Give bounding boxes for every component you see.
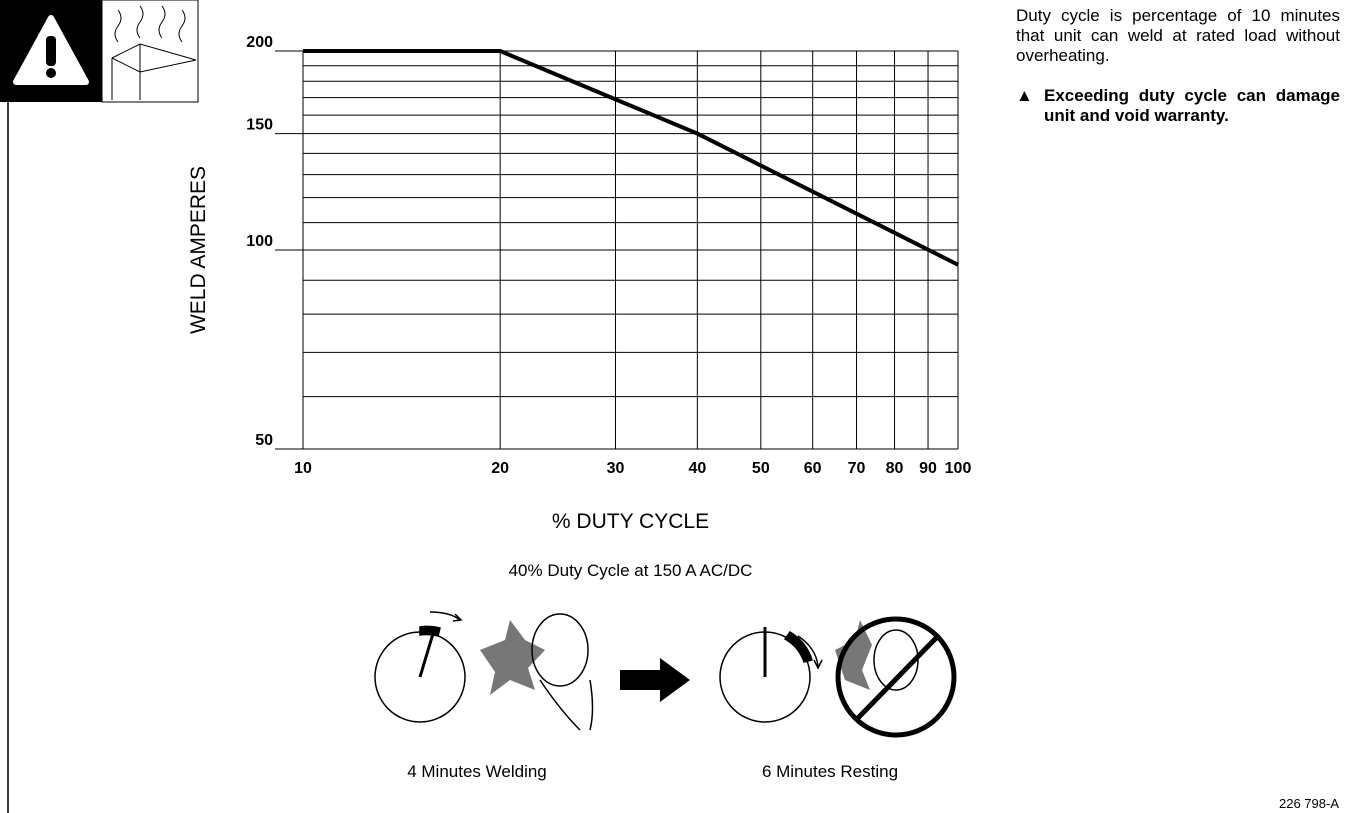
x-tick-label: 50 [752,460,770,477]
duty-cycle-note: Duty cycle is percentage of 10 minutes t… [1016,6,1340,65]
x-tick-label: 70 [848,460,866,477]
unit-sketch [111,43,197,100]
x-tick-label: 30 [607,460,625,477]
y-tick-label: 150 [246,117,273,134]
x-tick-label: 20 [491,460,509,477]
warning-triangle: ▲ [1016,86,1033,105]
x-tick-label: 90 [919,460,937,477]
y-tick-label: 100 [246,233,273,250]
figure-code: 226 798-A [1279,796,1339,811]
warning-icon-dot [46,68,56,78]
resting-label: 6 Minutes Resting [762,762,898,781]
heat-icon-box [101,0,199,103]
welding-label: 4 Minutes Welding [407,762,547,781]
data-line [303,49,959,267]
x-tick-label: 40 [688,460,706,477]
y-axis-title: WELD AMPERES [187,166,210,334]
y-tick-label: 200 [246,34,273,51]
x-tick-label: 80 [886,460,904,477]
heat-waves [114,5,186,43]
x-tick-label: 60 [804,460,822,477]
caption: 40% Duty Cycle at 150 A AC/DC [509,561,753,580]
x-axis-title: % DUTY CYCLE [552,510,709,533]
x-tick-label: 100 [945,460,972,477]
warning-text: Exceeding duty cycle can damage unit and… [1044,86,1340,125]
x-tick-label: 10 [294,460,312,477]
warning: ▲ Exceeding duty cycle can damage unit a… [1016,86,1340,126]
y-tick-label: 50 [255,432,273,449]
warning-icon-mark [46,36,56,66]
welding-illustration [374,611,957,738]
